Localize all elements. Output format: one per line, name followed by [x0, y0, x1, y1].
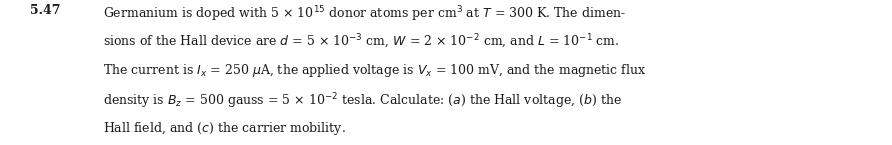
- Text: Germanium is doped with 5 $\times$ 10$^{15}$ donor atoms per cm$^3$ at $T$ = 300: Germanium is doped with 5 $\times$ 10$^{…: [103, 4, 626, 24]
- Text: density is $B_z$ = 500 gauss = 5 $\times$ 10$^{-2}$ tesla. Calculate: ($a$) the : density is $B_z$ = 500 gauss = 5 $\times…: [103, 91, 622, 111]
- Text: The current is $I_x$ = 250 $\mu$A, the applied voltage is $V_x$ = 100 mV, and th: The current is $I_x$ = 250 $\mu$A, the a…: [103, 62, 646, 79]
- Text: sions of the Hall device are $d$ = 5 $\times$ 10$^{-3}$ cm, $W$ = 2 $\times$ 10$: sions of the Hall device are $d$ = 5 $\t…: [103, 33, 619, 51]
- Text: Hall field, and ($c$) the carrier mobility.: Hall field, and ($c$) the carrier mobili…: [103, 120, 345, 137]
- Text: 5.47: 5.47: [30, 4, 61, 17]
